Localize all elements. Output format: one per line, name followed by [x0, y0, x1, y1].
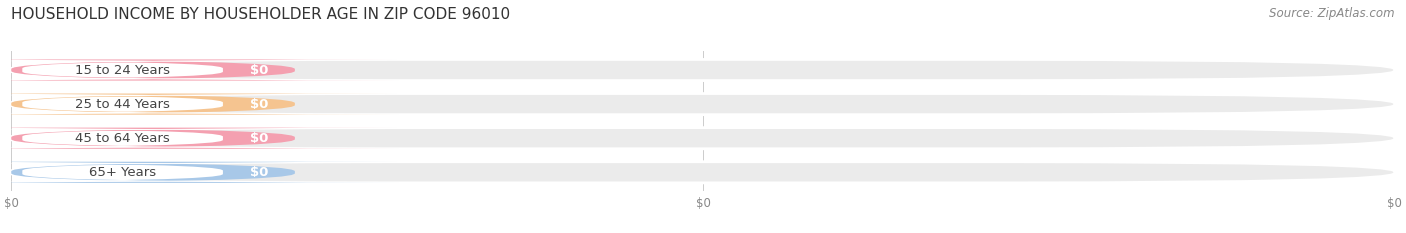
FancyBboxPatch shape — [0, 162, 399, 183]
FancyBboxPatch shape — [11, 128, 1395, 149]
Text: 25 to 44 Years: 25 to 44 Years — [75, 98, 170, 111]
FancyBboxPatch shape — [0, 163, 326, 182]
Text: 15 to 24 Years: 15 to 24 Years — [75, 64, 170, 76]
FancyBboxPatch shape — [11, 93, 1395, 115]
Text: Source: ZipAtlas.com: Source: ZipAtlas.com — [1270, 7, 1395, 20]
Text: 45 to 64 Years: 45 to 64 Years — [76, 132, 170, 145]
FancyBboxPatch shape — [0, 61, 326, 79]
FancyBboxPatch shape — [0, 93, 399, 115]
FancyBboxPatch shape — [0, 129, 326, 147]
FancyBboxPatch shape — [11, 59, 1395, 81]
FancyBboxPatch shape — [0, 95, 326, 113]
Text: $0: $0 — [250, 64, 269, 76]
FancyBboxPatch shape — [0, 59, 399, 81]
Text: 65+ Years: 65+ Years — [89, 166, 156, 179]
FancyBboxPatch shape — [0, 128, 399, 149]
Text: $0: $0 — [250, 166, 269, 179]
FancyBboxPatch shape — [11, 162, 1395, 183]
Text: $0: $0 — [250, 132, 269, 145]
Text: HOUSEHOLD INCOME BY HOUSEHOLDER AGE IN ZIP CODE 96010: HOUSEHOLD INCOME BY HOUSEHOLDER AGE IN Z… — [11, 7, 510, 22]
Text: $0: $0 — [250, 98, 269, 111]
